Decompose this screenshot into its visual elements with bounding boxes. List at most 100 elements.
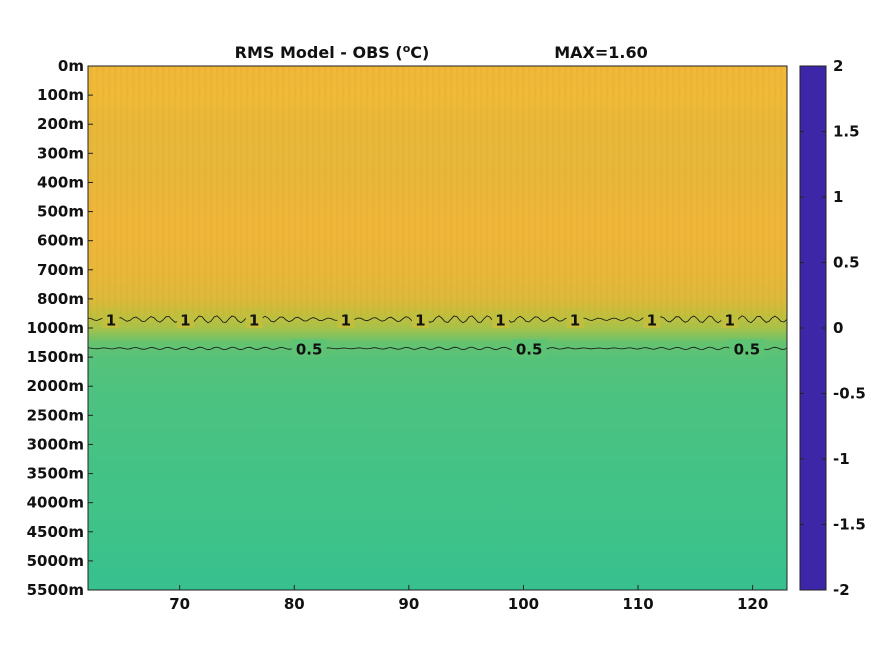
stripe xyxy=(642,66,645,317)
contour-label-bg xyxy=(729,339,765,358)
y-tick-label: 300m xyxy=(37,144,84,162)
stripe xyxy=(738,66,741,317)
stripe xyxy=(306,66,309,317)
stripe xyxy=(570,66,573,317)
stripe xyxy=(312,66,315,317)
stripe xyxy=(234,66,237,317)
stripe xyxy=(324,66,327,317)
stripe xyxy=(582,66,585,317)
stripe xyxy=(282,66,285,317)
y-tick-label: 2500m xyxy=(27,406,84,424)
stripe xyxy=(402,66,405,317)
contour-label: 1 xyxy=(647,311,657,329)
stripe xyxy=(744,66,747,317)
stripe xyxy=(678,66,681,317)
stripe xyxy=(498,66,501,317)
contour-label: 1 xyxy=(724,311,734,329)
stripe xyxy=(396,66,399,317)
stripe xyxy=(162,66,165,317)
stripe xyxy=(696,66,699,317)
stripe xyxy=(198,66,201,317)
stripe xyxy=(288,66,291,317)
stripe xyxy=(180,66,183,317)
y-tick-label: 500m xyxy=(37,203,84,221)
colorbar-tick-label: -1 xyxy=(833,450,850,468)
stripe xyxy=(366,66,369,317)
stripe xyxy=(444,66,447,317)
max-label: MAX=1.60 xyxy=(554,43,648,62)
stripe xyxy=(468,66,471,317)
x-tick-label: 90 xyxy=(398,595,419,613)
stripe xyxy=(336,66,339,317)
stripe xyxy=(342,66,345,317)
stripe xyxy=(690,66,693,317)
stripe xyxy=(174,66,177,317)
contour-label-bg xyxy=(511,339,547,358)
stripe xyxy=(108,66,111,317)
stripe xyxy=(216,66,219,317)
stripe xyxy=(558,66,561,317)
stripe xyxy=(474,66,477,317)
stripe xyxy=(276,66,279,317)
stripe xyxy=(330,66,333,317)
stripe xyxy=(600,66,603,317)
contour-label: 1 xyxy=(570,311,580,329)
stripe xyxy=(390,66,393,317)
stripe xyxy=(528,66,531,317)
colorbar-tick-label: 0 xyxy=(833,319,843,337)
stripe xyxy=(294,66,297,317)
title-text: RMS Model - OBS ( xyxy=(235,43,403,62)
stripe xyxy=(204,66,207,317)
stripe xyxy=(516,66,519,317)
colorbar-tick-label: 2 xyxy=(833,57,843,75)
x-tick-label: 70 xyxy=(169,595,190,613)
stripe xyxy=(252,66,255,317)
y-tick-label: 1500m xyxy=(27,348,84,366)
stripe xyxy=(102,66,105,317)
contour-label-bg xyxy=(176,310,194,329)
contour-label: 1 xyxy=(249,311,259,329)
contour-label: 1 xyxy=(106,311,116,329)
stripe xyxy=(504,66,507,317)
stripe xyxy=(762,66,765,317)
contour-1 xyxy=(87,315,788,324)
stripe xyxy=(618,66,621,317)
y-tick-label: 200m xyxy=(37,115,84,133)
stripe xyxy=(384,66,387,317)
contour-label: 1 xyxy=(415,311,425,329)
stripe xyxy=(258,66,261,317)
stripe xyxy=(246,66,249,317)
stripe xyxy=(150,66,153,317)
stripe xyxy=(588,66,591,317)
y-tick-label: 700m xyxy=(37,261,84,279)
x-tick-label: 100 xyxy=(508,595,539,613)
colorbar: 2 1.5 1 0.5 0 -0.5 -1 -1.5 -2 xyxy=(799,57,866,599)
y-axis: 0m 100m 200m 300m 400m 500m 600m 700m 800m 1000m 1… xyxy=(27,57,93,599)
contour-label: 0.5 xyxy=(296,340,323,358)
y-tick-label: 4500m xyxy=(27,523,84,541)
y-tick-label: 600m xyxy=(37,232,84,250)
stripe xyxy=(222,66,225,317)
colorbar-tick-label: 0.5 xyxy=(833,254,860,272)
stripe xyxy=(576,66,579,317)
stripe xyxy=(456,66,459,317)
stripe xyxy=(228,66,231,317)
x-tick-label: 120 xyxy=(737,595,768,613)
stripe xyxy=(774,66,777,317)
colorbar-ticks: 2 1.5 1 0.5 0 -0.5 -1 -1.5 -2 xyxy=(800,57,866,599)
stripe xyxy=(510,66,513,317)
stripe xyxy=(132,66,135,317)
chart-title: RMS Model - OBS (oC) xyxy=(235,42,430,62)
stripe xyxy=(672,66,675,317)
colorbar-tick-label: 1.5 xyxy=(833,123,860,141)
contour-0-5 xyxy=(87,346,788,351)
y-tick-label: 100m xyxy=(37,86,84,104)
stripe xyxy=(156,66,159,317)
stripe xyxy=(660,66,663,317)
y-tick-label: 3000m xyxy=(27,435,84,453)
contour-label-bg xyxy=(337,310,355,329)
stripe xyxy=(96,66,99,317)
y-tick-label: 5500m xyxy=(27,581,84,599)
contour-label: 1 xyxy=(341,311,351,329)
x-tick-label: 110 xyxy=(622,595,653,613)
